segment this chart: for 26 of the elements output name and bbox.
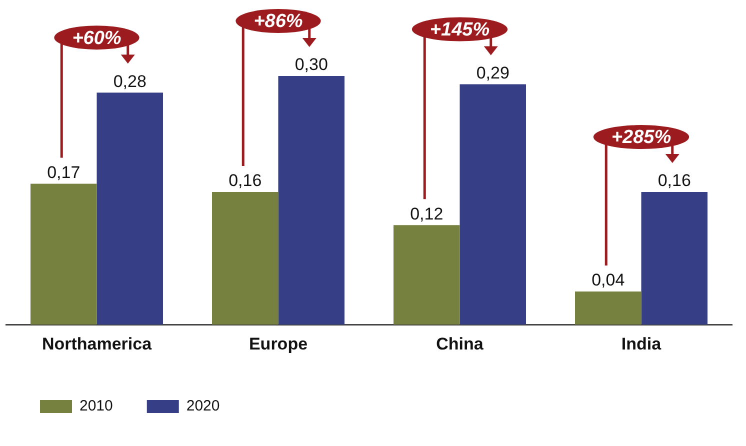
data-label: 0,12 xyxy=(410,204,444,224)
data-label: 0,30 xyxy=(294,55,328,74)
bar xyxy=(394,225,460,325)
data-label: 0,17 xyxy=(47,162,80,182)
x-tick-label: Northamerica xyxy=(42,334,152,354)
bar xyxy=(212,192,278,325)
annotation: +285% xyxy=(611,127,672,148)
bar xyxy=(460,84,526,325)
x-tick-label: India xyxy=(621,334,662,354)
bar xyxy=(641,192,708,325)
data-label: 0,28 xyxy=(113,72,146,91)
text: +60% xyxy=(72,28,122,49)
data-label: 0,16 xyxy=(658,171,691,190)
bar xyxy=(278,76,344,325)
bar xyxy=(96,92,163,325)
bar xyxy=(575,291,642,325)
text: +145% xyxy=(430,20,490,41)
legend-label: 2020 xyxy=(186,398,220,415)
data-label: 0,16 xyxy=(228,171,262,190)
x-tick-label: Europe xyxy=(248,334,308,354)
data-label: 0,04 xyxy=(592,270,625,290)
text: +86% xyxy=(254,11,303,32)
legend-label: 2010 xyxy=(80,398,113,415)
bar xyxy=(30,184,97,325)
data-label: 0,29 xyxy=(476,63,510,82)
x-tick-label: China xyxy=(436,334,484,354)
